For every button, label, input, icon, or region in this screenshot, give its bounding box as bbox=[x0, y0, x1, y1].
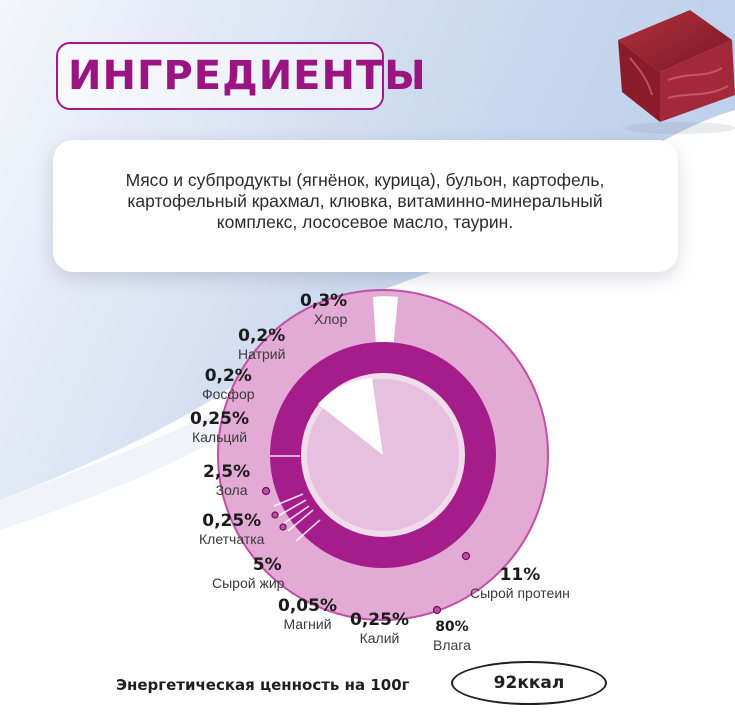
label-chlorine: 0,3% Хлор bbox=[300, 291, 348, 328]
title-frame bbox=[56, 42, 384, 110]
percent-fiber: 0,25% bbox=[202, 511, 262, 531]
percent-calcium: 0,25% bbox=[190, 409, 249, 429]
percent-phosphorus: 0,2% bbox=[204, 366, 252, 386]
name-sodium: Натрий bbox=[238, 346, 286, 362]
percent-sodium: 0,2% bbox=[238, 326, 286, 346]
percent-potassium: 0,25% bbox=[350, 610, 409, 630]
percent-ash: 2,5% bbox=[203, 462, 251, 482]
name-chlorine: Хлор bbox=[314, 311, 348, 327]
meat-icon bbox=[618, 10, 735, 134]
ingredients-card bbox=[53, 140, 678, 272]
name-potassium: Калий bbox=[359, 630, 400, 646]
label-sodium: 0,2% Натрий bbox=[238, 326, 286, 363]
ingredients-text: Мясо и субпродукты (ягнёнок, курица), бу… bbox=[60, 170, 670, 233]
label-protein: 11% Сырой протеин bbox=[470, 565, 570, 602]
marker-zola bbox=[261, 486, 271, 496]
label-moisture: 80% Влага bbox=[433, 618, 471, 653]
ingredients-line: комплекс, лососевое масло, таурин. bbox=[216, 212, 514, 232]
name-fat: Сырой жир bbox=[212, 575, 285, 591]
marker-protein bbox=[461, 551, 471, 561]
marker-moisture bbox=[432, 605, 442, 615]
percent-protein: 11% bbox=[499, 565, 541, 585]
name-protein: Сырой протеин bbox=[470, 585, 570, 601]
page-title: ИНГРЕДИЕНТЫ bbox=[68, 53, 427, 99]
percent-chlorine: 0,3% bbox=[300, 291, 348, 311]
percent-magnesium: 0,05% bbox=[278, 596, 337, 616]
name-fiber: Клетчатка bbox=[199, 531, 265, 547]
name-calcium: Кальций bbox=[191, 429, 248, 445]
label-phosphorus: 0,2% Фосфор bbox=[202, 366, 255, 403]
name-magnesium: Магний bbox=[283, 616, 332, 632]
name-phosphorus: Фосфор bbox=[202, 386, 255, 402]
energy-value-badge: 92ккал bbox=[451, 661, 607, 705]
label-fiber: 0,25% Клетчатка bbox=[199, 511, 265, 548]
percent-moisture: 80% bbox=[435, 619, 469, 635]
name-ash: Зола bbox=[215, 482, 248, 498]
ingredients-line: картофельный крахмал, клювка, витаминно-… bbox=[127, 191, 603, 211]
energy-label: Энергетическая ценность на 100г bbox=[116, 676, 410, 694]
marker-kletchatka bbox=[271, 511, 279, 519]
percent-fat: 5% bbox=[252, 555, 282, 575]
label-potassium: 0,25% Калий bbox=[350, 610, 409, 647]
center-gap bbox=[318, 378, 383, 455]
label-fat: 5% Сырой жир bbox=[212, 555, 285, 592]
ingredients-line: Мясо и субпродукты (ягнёнок, курица), бу… bbox=[125, 170, 605, 190]
label-ash: 2,5% Зола bbox=[203, 462, 251, 499]
marker-kletchatka-2 bbox=[279, 523, 287, 531]
label-calcium: 0,25% Кальций bbox=[190, 409, 249, 446]
name-moisture: Влага bbox=[433, 637, 471, 653]
label-magnesium: 0,05% Магний bbox=[278, 596, 337, 633]
